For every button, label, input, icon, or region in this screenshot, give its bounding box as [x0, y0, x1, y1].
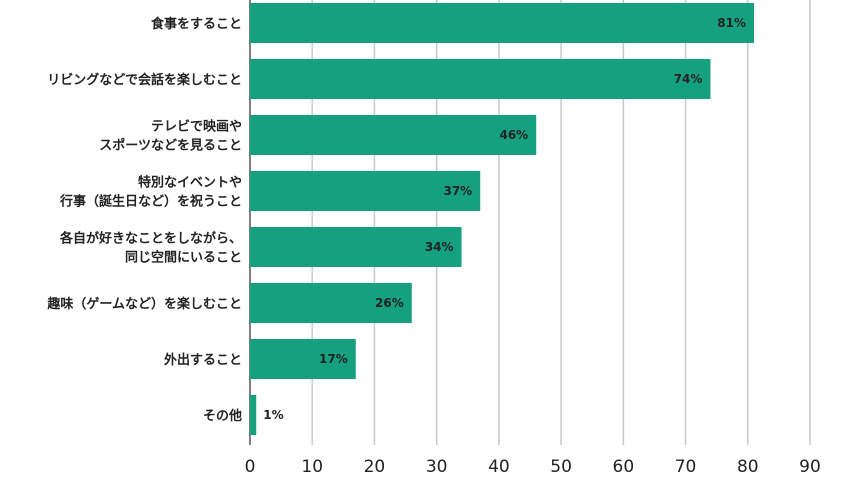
bar-6: [250, 339, 356, 379]
category-label-3-line-0: 特別なイベントや: [138, 175, 242, 191]
category-label-0: 食事をすること: [151, 16, 242, 32]
bar-2: [250, 115, 537, 155]
data-label-4: 34%: [425, 240, 454, 254]
data-label-2: 46%: [499, 128, 528, 142]
tick-layer: 0 10 20 30 40 50 60 70 80 90: [245, 457, 821, 477]
category-label-2-line-0: テレビで映画や: [151, 119, 242, 135]
x-tick-label-40: 40: [488, 457, 510, 477]
x-tick-label-70: 70: [675, 457, 697, 477]
category-label-5: 趣味（ゲームなど）を楽しむこと: [46, 296, 242, 312]
data-label-0: 81%: [717, 16, 746, 30]
bar-0: [250, 3, 754, 43]
label-layer: 81% 食事をすること 74% リビングなどで会話を楽しむこと 46% テレビで映画やスポ…: [46, 16, 746, 424]
bar-5: [250, 283, 412, 323]
x-tick-label-30: 30: [426, 457, 448, 477]
category-label-2-line-1: スポーツなどを見ること: [99, 138, 242, 154]
x-tick-label-20: 20: [364, 457, 386, 477]
x-tick-label-60: 60: [613, 457, 635, 477]
category-label-1: リビングなどで会話を楽しむこと: [47, 72, 242, 88]
bar-layer: [250, 3, 754, 435]
x-tick-label-80: 80: [737, 457, 759, 477]
category-label-4-line-0: 各自が好きなことをしながら、: [59, 231, 242, 247]
x-tick-label-50: 50: [550, 457, 572, 477]
data-label-6: 17%: [319, 352, 348, 366]
category-label-3-line-1: 行事（誕生日など）を祝うこと: [59, 194, 242, 210]
bar-7: [250, 395, 257, 435]
bar-4: [250, 227, 462, 267]
data-label-3: 37%: [443, 184, 472, 198]
bar-3: [250, 171, 481, 211]
data-label-1: 74%: [674, 72, 703, 86]
data-label-5: 26%: [375, 296, 404, 310]
x-tick-label-0: 0: [245, 457, 256, 477]
x-tick-label-10: 10: [301, 457, 323, 477]
x-tick-label-90: 90: [799, 457, 821, 477]
category-label-7: その他: [203, 408, 242, 424]
category-label-4-line-1: 同じ空間にいること: [125, 250, 242, 266]
category-label-6: 外出すること: [163, 352, 242, 368]
bar-1: [250, 59, 711, 99]
data-label-7: 1%: [263, 408, 283, 422]
